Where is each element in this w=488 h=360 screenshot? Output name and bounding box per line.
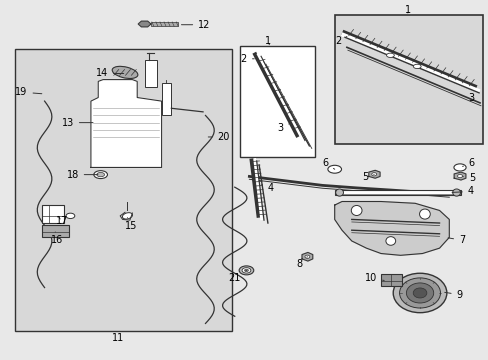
- Ellipse shape: [94, 171, 107, 179]
- Bar: [239, 45, 315, 157]
- Ellipse shape: [97, 172, 104, 177]
- Circle shape: [412, 288, 426, 298]
- Text: 6: 6: [462, 158, 474, 168]
- Polygon shape: [334, 202, 448, 255]
- Polygon shape: [138, 21, 151, 27]
- Ellipse shape: [412, 64, 420, 68]
- Text: 2: 2: [240, 54, 254, 64]
- Ellipse shape: [457, 175, 462, 178]
- Ellipse shape: [385, 237, 395, 245]
- Polygon shape: [368, 170, 379, 178]
- Ellipse shape: [244, 269, 248, 272]
- Bar: [334, 190, 461, 195]
- Text: 13: 13: [61, 118, 93, 128]
- Circle shape: [392, 273, 446, 313]
- Text: 1: 1: [404, 5, 410, 15]
- Bar: [334, 15, 483, 144]
- Bar: [42, 205, 64, 223]
- Text: 5: 5: [462, 173, 474, 183]
- Circle shape: [399, 278, 440, 308]
- Ellipse shape: [350, 206, 361, 216]
- Text: 12: 12: [181, 20, 210, 30]
- Bar: [151, 22, 177, 26]
- Bar: [144, 60, 157, 87]
- Text: 6: 6: [322, 158, 334, 169]
- Bar: [42, 225, 69, 237]
- Text: 19: 19: [15, 87, 41, 97]
- Circle shape: [406, 283, 433, 303]
- Ellipse shape: [452, 189, 460, 196]
- Text: 9: 9: [444, 290, 462, 300]
- Text: 7: 7: [447, 235, 465, 245]
- Polygon shape: [302, 252, 312, 261]
- Text: 3: 3: [277, 123, 289, 133]
- Ellipse shape: [386, 53, 393, 58]
- Ellipse shape: [66, 213, 75, 219]
- Ellipse shape: [335, 189, 343, 196]
- Ellipse shape: [122, 213, 132, 219]
- Text: 17: 17: [55, 216, 68, 226]
- Ellipse shape: [242, 268, 250, 273]
- Text: 3: 3: [461, 93, 473, 103]
- Ellipse shape: [453, 164, 465, 171]
- Text: 11: 11: [111, 333, 123, 343]
- Bar: [161, 83, 171, 116]
- Text: 20: 20: [208, 132, 229, 142]
- Ellipse shape: [112, 66, 138, 78]
- Ellipse shape: [327, 165, 341, 173]
- Ellipse shape: [305, 255, 309, 258]
- Text: 15: 15: [125, 218, 137, 230]
- Text: 10: 10: [364, 273, 384, 283]
- Bar: [15, 49, 232, 330]
- Ellipse shape: [239, 266, 253, 275]
- Text: 2: 2: [334, 36, 346, 46]
- Polygon shape: [453, 172, 465, 180]
- Text: 4: 4: [451, 186, 473, 197]
- Text: 21: 21: [228, 270, 246, 283]
- Polygon shape: [91, 80, 161, 167]
- Ellipse shape: [371, 173, 376, 176]
- Text: 8: 8: [295, 257, 307, 269]
- Ellipse shape: [419, 209, 429, 219]
- Text: 4: 4: [261, 183, 273, 193]
- Text: 18: 18: [66, 170, 98, 180]
- Text: 14: 14: [96, 68, 123, 78]
- Text: 5: 5: [361, 172, 373, 182]
- Bar: [380, 274, 401, 286]
- Text: 16: 16: [51, 232, 63, 245]
- Text: 1: 1: [264, 36, 270, 46]
